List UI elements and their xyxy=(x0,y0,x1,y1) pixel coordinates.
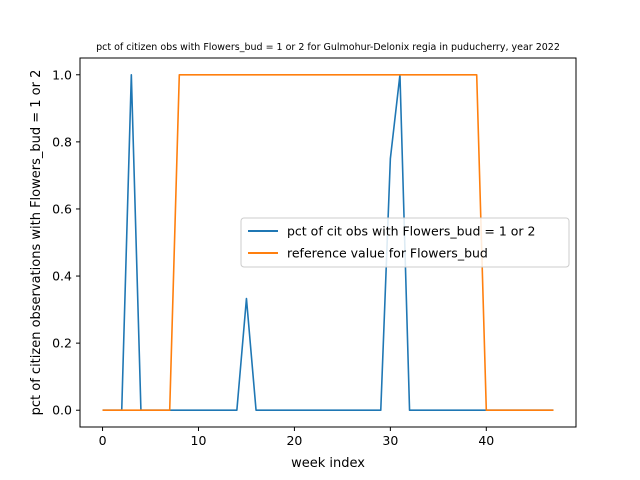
y-tick-label: 1.0 xyxy=(52,67,72,82)
plot-frame xyxy=(79,57,577,428)
x-tick-label: 20 xyxy=(286,433,302,448)
x-tick-label: 40 xyxy=(478,433,494,448)
y-tick-label: 0.0 xyxy=(52,403,72,418)
y-tick-label: 0.2 xyxy=(52,336,72,351)
x-axis-label: week index xyxy=(291,456,365,471)
legend: pct of cit obs with Flowers_bud = 1 or 2… xyxy=(240,217,570,268)
x-tick-label: 0 xyxy=(99,433,107,448)
series-observed-line xyxy=(102,73,554,412)
series-layer xyxy=(102,73,554,412)
y-axis-label: pct of citizen observations with Flowers… xyxy=(29,70,44,416)
y-tick-label: 0.4 xyxy=(52,269,72,284)
legend-label-reference: reference value for Flowers_bud xyxy=(287,246,488,261)
x-axis-ticks: 0 10 20 30 40 xyxy=(99,427,494,448)
legend-label-observed: pct of cit obs with Flowers_bud = 1 or 2 xyxy=(287,224,535,239)
y-axis-ticks: 0.0 0.2 0.4 0.6 0.8 1.0 xyxy=(52,67,80,418)
chart-title: pct of citizen obs with Flowers_bud = 1 … xyxy=(96,42,560,53)
y-tick-label: 0.6 xyxy=(52,201,72,216)
x-tick-label: 10 xyxy=(191,433,207,448)
x-tick-label: 30 xyxy=(382,433,398,448)
series-reference-line xyxy=(102,73,554,412)
legend-box xyxy=(240,217,570,268)
y-tick-label: 0.8 xyxy=(52,134,72,149)
